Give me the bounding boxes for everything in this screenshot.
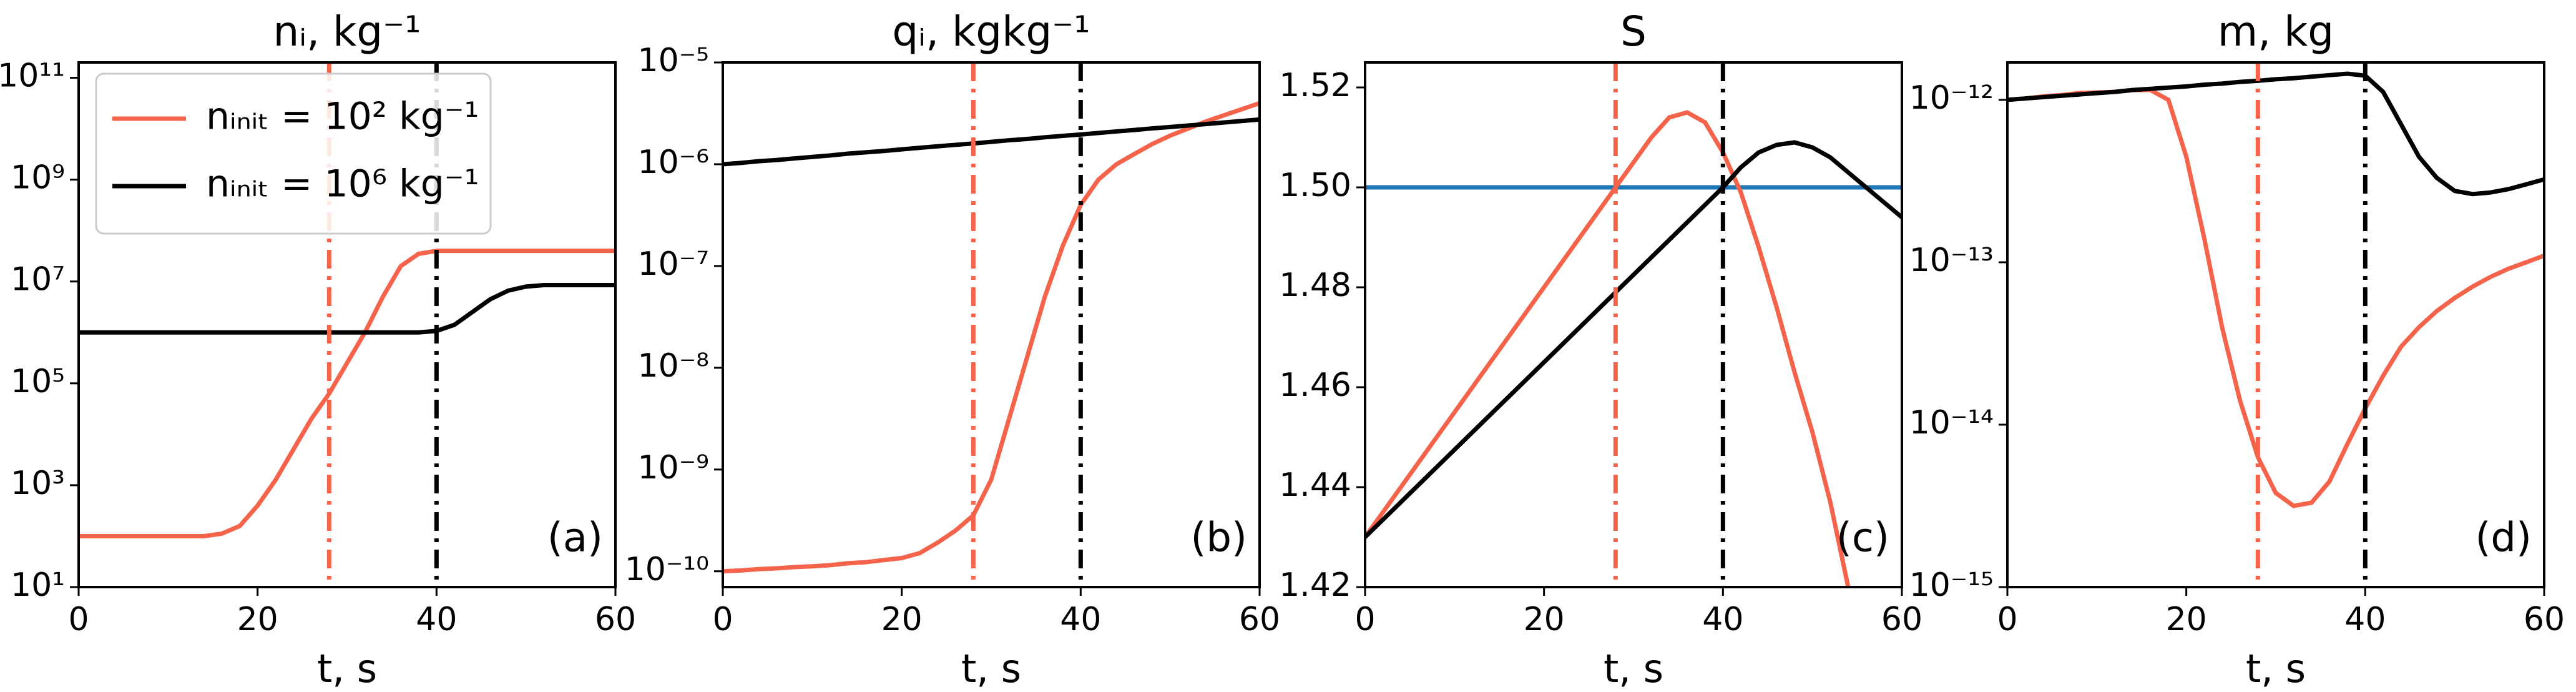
axes-frame (722, 61, 1261, 588)
y-tick-label: 1.42 (1279, 566, 1351, 604)
y-tick-label: 1.52 (1279, 67, 1351, 104)
axes-frame (1364, 61, 1903, 588)
panel-label: (c) (1836, 515, 1889, 561)
x-axis-label: t, s (1604, 646, 1663, 691)
legend-box (95, 72, 492, 235)
x-tick-label: 60 (595, 601, 636, 638)
x-tick-label: 20 (1524, 601, 1565, 638)
x-tick-label: 60 (2524, 601, 2565, 638)
chart-title: m, kg (2218, 7, 2334, 56)
chart-title: S (1620, 7, 1647, 56)
data-line (723, 117, 1260, 167)
y-tick-label: 1.50 (1279, 167, 1351, 204)
y-tick-label: 10¹¹ (0, 57, 65, 95)
x-tick-label: 0 (712, 601, 733, 638)
y-tick-label: 10⁻⁸ (638, 347, 709, 385)
panel-label: (d) (2475, 515, 2532, 561)
y-tick-label: 10⁻¹² (1909, 79, 1994, 117)
y-tick-label: 10⁻⁷ (638, 245, 709, 283)
y-tick-label: 10⁻¹³ (1909, 242, 1994, 279)
y-tick-label: 10⁻⁹ (638, 449, 709, 487)
x-tick-label: 40 (1060, 601, 1101, 638)
y-tick-label: 10⁻¹⁴ (1909, 404, 1994, 442)
y-tick-label: 10¹ (11, 566, 65, 604)
axes-frame (2006, 61, 2545, 588)
x-tick-label: 0 (1354, 601, 1375, 638)
y-tick-label: 1.48 (1279, 267, 1351, 304)
data-line (1365, 110, 1851, 587)
x-tick-label: 60 (1881, 601, 1922, 638)
x-tick-label: 40 (2344, 601, 2386, 638)
legend-label: nᵢₙᵢₜ = 10⁶ kg⁻¹ (206, 162, 479, 206)
chart-title: qᵢ, kgkg⁻¹ (892, 7, 1090, 56)
chart-title: nᵢ, kg⁻¹ (273, 7, 421, 56)
data-line (1365, 140, 1902, 539)
data-line (79, 249, 615, 538)
data-line (723, 101, 1260, 574)
y-tick-label: 10⁻⁶ (638, 144, 709, 181)
data-line (2007, 71, 2544, 197)
x-tick-label: 20 (2166, 601, 2207, 638)
y-tick-label: 10⁻¹⁵ (1909, 566, 1994, 604)
x-axis-label: t, s (317, 646, 377, 691)
y-tick-label: 10⁷ (11, 261, 65, 299)
panel-label: (b) (1190, 515, 1247, 561)
data-line (79, 282, 615, 335)
x-axis-label: t, s (2246, 646, 2306, 691)
y-tick-label: 1.46 (1279, 367, 1351, 404)
x-tick-label: 0 (68, 601, 89, 638)
legend-label: nᵢₙᵢₜ = 10² kg⁻¹ (206, 95, 479, 139)
x-tick-label: 40 (416, 601, 457, 638)
x-tick-label: 20 (237, 601, 278, 638)
y-tick-label: 10⁻⁵ (638, 42, 709, 79)
data-line (2007, 87, 2544, 508)
x-axis-label: t, s (961, 646, 1021, 691)
x-tick-label: 0 (1997, 601, 2017, 638)
y-tick-label: 10⁵ (11, 363, 65, 400)
y-tick-label: 10³ (11, 465, 65, 502)
x-tick-label: 60 (1239, 601, 1280, 638)
y-tick-label: 10⁻¹⁰ (625, 551, 709, 588)
panel-label: (a) (547, 515, 603, 561)
x-tick-label: 20 (881, 601, 923, 638)
x-tick-label: 40 (1702, 601, 1743, 638)
y-tick-label: 10⁹ (11, 159, 65, 197)
y-tick-label: 1.44 (1279, 467, 1351, 504)
axes-frame (77, 61, 617, 588)
